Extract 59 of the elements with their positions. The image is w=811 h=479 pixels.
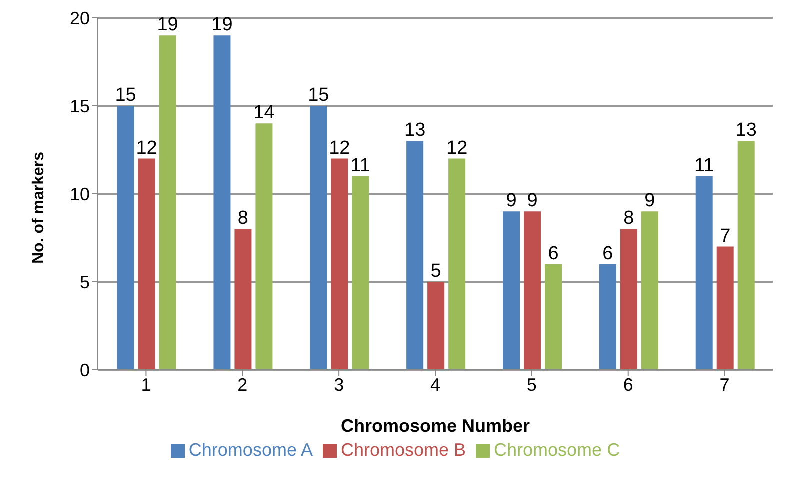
y-axis-title: No. of markers — [30, 152, 48, 264]
data-label: 12 — [329, 138, 350, 159]
bar — [716, 246, 734, 370]
y-tick-label: 5 — [80, 272, 90, 292]
bar — [256, 124, 273, 370]
bar — [738, 141, 755, 370]
data-label: 9 — [506, 190, 517, 212]
bar — [428, 282, 445, 370]
bar — [599, 264, 616, 370]
data-label: 11 — [694, 155, 714, 176]
data-label: 5 — [430, 261, 442, 282]
bar — [641, 212, 658, 370]
y-tick-label: 15 — [70, 96, 90, 116]
x-tick-label: 5 — [526, 374, 537, 395]
bar — [524, 212, 541, 370]
bar — [448, 158, 466, 370]
data-label: 13 — [404, 120, 426, 142]
bar — [159, 36, 176, 370]
bar — [545, 264, 562, 370]
bar — [138, 158, 156, 370]
data-label: 7 — [720, 226, 731, 247]
data-label: 13 — [736, 120, 757, 142]
bar — [620, 229, 638, 370]
bar — [696, 176, 713, 370]
data-label: 19 — [157, 14, 178, 36]
x-tick-label: 6 — [623, 374, 634, 395]
data-label: 9 — [527, 190, 538, 212]
bar — [503, 212, 520, 370]
data-label: 6 — [602, 243, 614, 264]
data-label: 15 — [115, 85, 136, 106]
y-tick-label: 10 — [70, 184, 90, 204]
bar — [234, 229, 252, 370]
bar — [331, 158, 348, 370]
data-label: 8 — [238, 208, 249, 230]
bar — [406, 141, 424, 370]
data-label: 15 — [308, 85, 330, 106]
data-label: 12 — [446, 138, 468, 159]
y-tick-label: 20 — [70, 8, 90, 28]
legend-label: Chromosome B — [340, 440, 466, 460]
x-axis-title: Chromosome Number — [340, 416, 530, 436]
legend-label: Chromosome C — [494, 440, 620, 460]
x-tick-label: 1 — [141, 374, 152, 395]
legend-label: Chromosome A — [188, 440, 313, 460]
x-tick-label: 2 — [238, 374, 248, 395]
data-label: 11 — [350, 155, 371, 176]
bar — [310, 106, 328, 370]
data-label: 14 — [254, 102, 276, 124]
x-tick-label: 7 — [720, 374, 730, 395]
data-label: 19 — [212, 14, 233, 36]
data-label: 6 — [548, 243, 559, 264]
data-label: 9 — [644, 190, 656, 212]
data-label: 8 — [624, 208, 634, 230]
y-tick-label: 0 — [80, 360, 90, 380]
x-tick-label: 4 — [430, 374, 441, 395]
data-label: 12 — [136, 138, 158, 159]
x-tick-label: 3 — [334, 374, 344, 395]
bar — [214, 36, 231, 370]
bar — [352, 176, 370, 370]
bar — [117, 106, 134, 370]
